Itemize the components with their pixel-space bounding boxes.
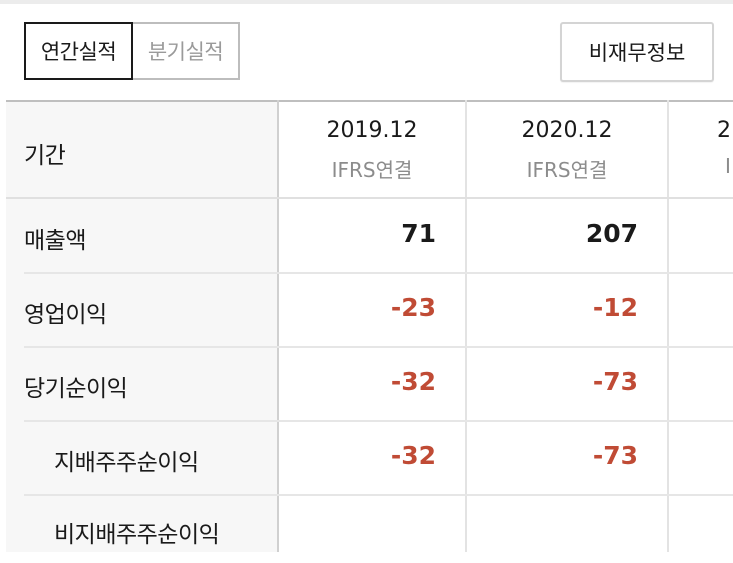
- column-divider: [277, 100, 279, 552]
- net-income-2020: -73: [592, 367, 638, 396]
- row-label-controlling-net-income: 지배주주순이익: [54, 450, 199, 476]
- controlling-net-income-2020: -73: [592, 441, 638, 470]
- net-income-2019: -32: [390, 367, 436, 396]
- label-column-background: [6, 100, 278, 552]
- operating-profit-2020: -12: [592, 293, 638, 322]
- row-divider: [24, 272, 733, 274]
- row-label-net-income: 당기순이익: [24, 376, 128, 402]
- row-divider: [24, 420, 733, 422]
- row-divider: [24, 346, 733, 348]
- row-label-revenue: 매출액: [24, 228, 86, 254]
- column-date: 2019.12: [326, 118, 418, 143]
- nonfinancial-info-button[interactable]: 비재무정보: [560, 22, 714, 82]
- row-label-operating-profit: 영업이익: [24, 302, 107, 328]
- revenue-2020: 207: [585, 219, 638, 248]
- period-tab-group: 연간실적 분기실적: [24, 22, 240, 80]
- column-date: 2: [717, 118, 731, 143]
- column-basis: IFRS연결: [526, 158, 608, 182]
- column-basis: I: [725, 154, 731, 178]
- tab-annual-results[interactable]: 연간실적: [24, 22, 133, 80]
- column-basis: IFRS연결: [331, 158, 413, 182]
- column-divider: [465, 100, 467, 552]
- controlling-net-income-2019: -32: [390, 441, 436, 470]
- row-divider: [24, 494, 733, 496]
- row-divider: [6, 197, 733, 199]
- revenue-2019: 71: [401, 219, 436, 248]
- column-date: 2020.12: [521, 118, 613, 143]
- table-top-border: [6, 100, 733, 102]
- period-header-label: 기간: [24, 143, 66, 169]
- top-divider: [0, 0, 733, 4]
- tab-quarterly-results[interactable]: 분기실적: [131, 22, 240, 80]
- financial-table: 기간 2019.12 IFRS연결 2020.12 IFRS연결 2 I 매출액…: [0, 100, 733, 552]
- row-label-noncontrolling-net-income: 비지배주주순이익: [54, 522, 220, 548]
- column-divider: [667, 100, 669, 552]
- operating-profit-2019: -23: [390, 293, 436, 322]
